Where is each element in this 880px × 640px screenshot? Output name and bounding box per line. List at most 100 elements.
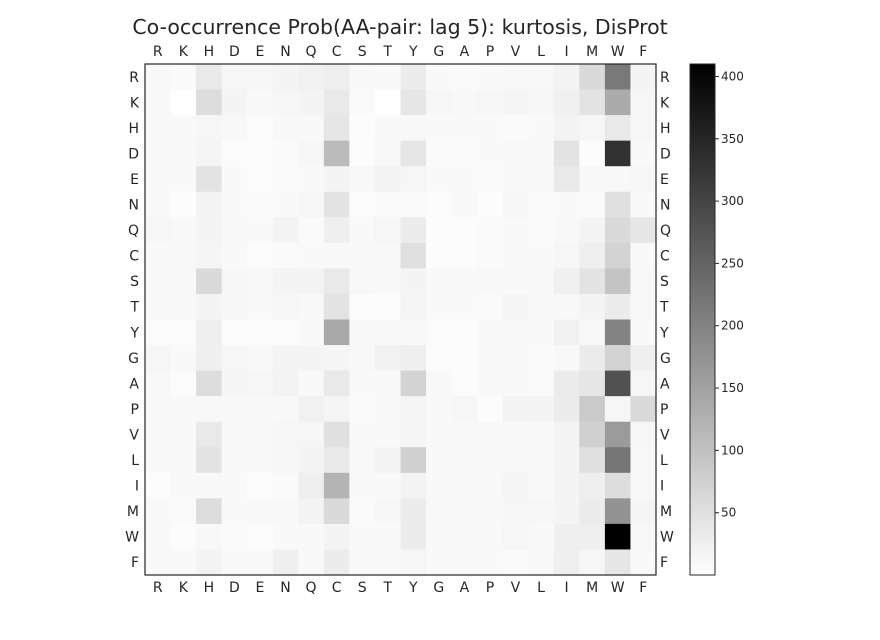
heatmap-cell-W-G: [426, 523, 452, 550]
heatmap-cell-Y-F: [630, 319, 657, 346]
heatmap-cell-F-R: [145, 549, 171, 576]
heatmap-cell-W-T: [374, 523, 401, 550]
heatmap-cell-Q-D: [221, 217, 248, 244]
heatmap-cell-H-S: [349, 115, 376, 142]
heatmap-cell-D-Y: [400, 140, 427, 167]
heatmap-cell-D-L: [528, 140, 555, 167]
heatmap-cell-Q-L: [528, 217, 555, 244]
x-tick-bottom-F: F: [639, 580, 647, 596]
heatmap-cell-I-T: [374, 472, 401, 499]
x-tick-bottom-A: A: [460, 580, 470, 596]
heatmap-cell-L-F: [630, 447, 657, 474]
heatmap-cell-L-N: [272, 447, 299, 474]
heatmap-cell-R-F: [630, 64, 657, 90]
heatmap-cell-L-Y: [400, 447, 427, 474]
heatmap-cell-H-T: [374, 115, 401, 142]
y-tick-right-H: H: [660, 121, 671, 137]
heatmap-cell-F-E: [247, 549, 274, 576]
heatmap-cell-W-I: [553, 523, 580, 550]
x-tick-bottom-K: K: [179, 580, 189, 596]
heatmap-cell-D-H: [196, 140, 223, 167]
heatmap-cell-L-K: [170, 447, 197, 474]
heatmap-cell-E-R: [145, 166, 171, 193]
heatmap-cell-P-M: [579, 396, 606, 423]
x-tick-top-C: C: [332, 44, 342, 60]
heatmap-cell-M-E: [247, 498, 274, 525]
heatmap-cell-I-S: [349, 472, 376, 499]
heatmap-cell-D-E: [247, 140, 274, 167]
heatmap-cell-G-D: [221, 345, 248, 371]
y-tick-left-K: K: [130, 95, 140, 111]
heatmap-cell-D-V: [502, 140, 529, 167]
colorbar-tick-label-150: 150: [721, 381, 744, 395]
x-tick-top-Q: Q: [306, 44, 317, 60]
heatmap-cell-Y-Y: [400, 319, 427, 346]
y-tick-left-V: V: [129, 427, 139, 443]
heatmap-cell-S-M: [579, 268, 606, 295]
heatmap-cell-V-M: [579, 421, 606, 448]
y-tick-right-L: L: [660, 453, 668, 469]
heatmap-cell-W-A: [451, 523, 478, 550]
heatmap-cell-M-P: [477, 498, 504, 525]
heatmap-cell-S-G: [426, 268, 452, 295]
heatmap-cell-A-C: [323, 370, 350, 397]
heatmap-cell-Q-S: [349, 217, 376, 244]
heatmap-cell-V-N: [272, 421, 299, 448]
heatmap-cell-V-E: [247, 421, 274, 448]
heatmap-cell-Q-K: [170, 217, 197, 244]
heatmap-cell-F-D: [221, 549, 248, 576]
heatmap-cell-P-K: [170, 396, 197, 423]
y-tick-left-Y: Y: [129, 325, 139, 341]
heatmap-cell-R-P: [477, 64, 504, 90]
heatmap-cell-L-V: [502, 447, 529, 474]
heatmap-cell-Q-G: [426, 217, 452, 244]
heatmap-cell-M-F: [630, 498, 657, 525]
heatmap-cell-A-R: [145, 370, 171, 397]
heatmap-cell-W-E: [247, 523, 274, 550]
y-tick-left-H: H: [128, 121, 139, 137]
heatmap-cell-V-G: [426, 421, 452, 448]
y-tick-right-N: N: [660, 198, 670, 214]
heatmap-cell-R-I: [553, 64, 580, 90]
heatmap-cell-C-T: [374, 242, 401, 269]
colorbar-tick-label-300: 300: [721, 194, 744, 208]
heatmap-cell-A-S: [349, 370, 376, 397]
heatmap-cell-G-H: [196, 345, 223, 371]
heatmap-cell-E-G: [426, 166, 452, 193]
heatmap-cell-F-G: [426, 549, 452, 576]
heatmap-cell-S-Y: [400, 268, 427, 295]
heatmap-cell-P-A: [451, 396, 478, 423]
heatmap-cell-N-N: [272, 191, 299, 218]
x-tick-bottom-W: W: [611, 580, 625, 596]
heatmap-cell-T-W: [604, 293, 631, 320]
y-tick-left-S: S: [130, 274, 139, 290]
heatmap-cell-Y-A: [451, 319, 478, 346]
heatmap-cell-P-C: [323, 396, 350, 423]
heatmap-cell-V-C: [323, 421, 350, 448]
y-tick-right-C: C: [660, 249, 670, 265]
heatmap-cell-M-T: [374, 498, 401, 525]
y-tick-left-T: T: [129, 300, 139, 316]
x-tick-bottom-Q: Q: [306, 580, 317, 596]
heatmap-cell-P-T: [374, 396, 401, 423]
heatmap-cell-G-W: [604, 345, 631, 371]
x-tick-bottom-E: E: [256, 580, 265, 596]
heatmap-cell-Q-A: [451, 217, 478, 244]
heatmap-cell-Y-W: [604, 319, 631, 346]
y-tick-left-P: P: [131, 402, 139, 418]
heatmap-cell-I-P: [477, 472, 504, 499]
y-tick-right-A: A: [660, 376, 670, 392]
heatmap-cell-S-D: [221, 268, 248, 295]
heatmap-cell-I-H: [196, 472, 223, 499]
heatmap-cell-T-D: [221, 293, 248, 320]
heatmap-cell-M-A: [451, 498, 478, 525]
x-tick-top-W: W: [611, 44, 625, 60]
x-tick-bottom-N: N: [280, 580, 290, 596]
heatmap-cell-G-Y: [400, 345, 427, 371]
heatmap-cell-I-N: [272, 472, 299, 499]
heatmap-cell-T-I: [553, 293, 580, 320]
heatmap-cell-T-E: [247, 293, 274, 320]
x-tick-bottom-S: S: [358, 580, 367, 596]
y-tick-right-Y: Y: [659, 325, 669, 341]
heatmap-cell-Q-H: [196, 217, 223, 244]
